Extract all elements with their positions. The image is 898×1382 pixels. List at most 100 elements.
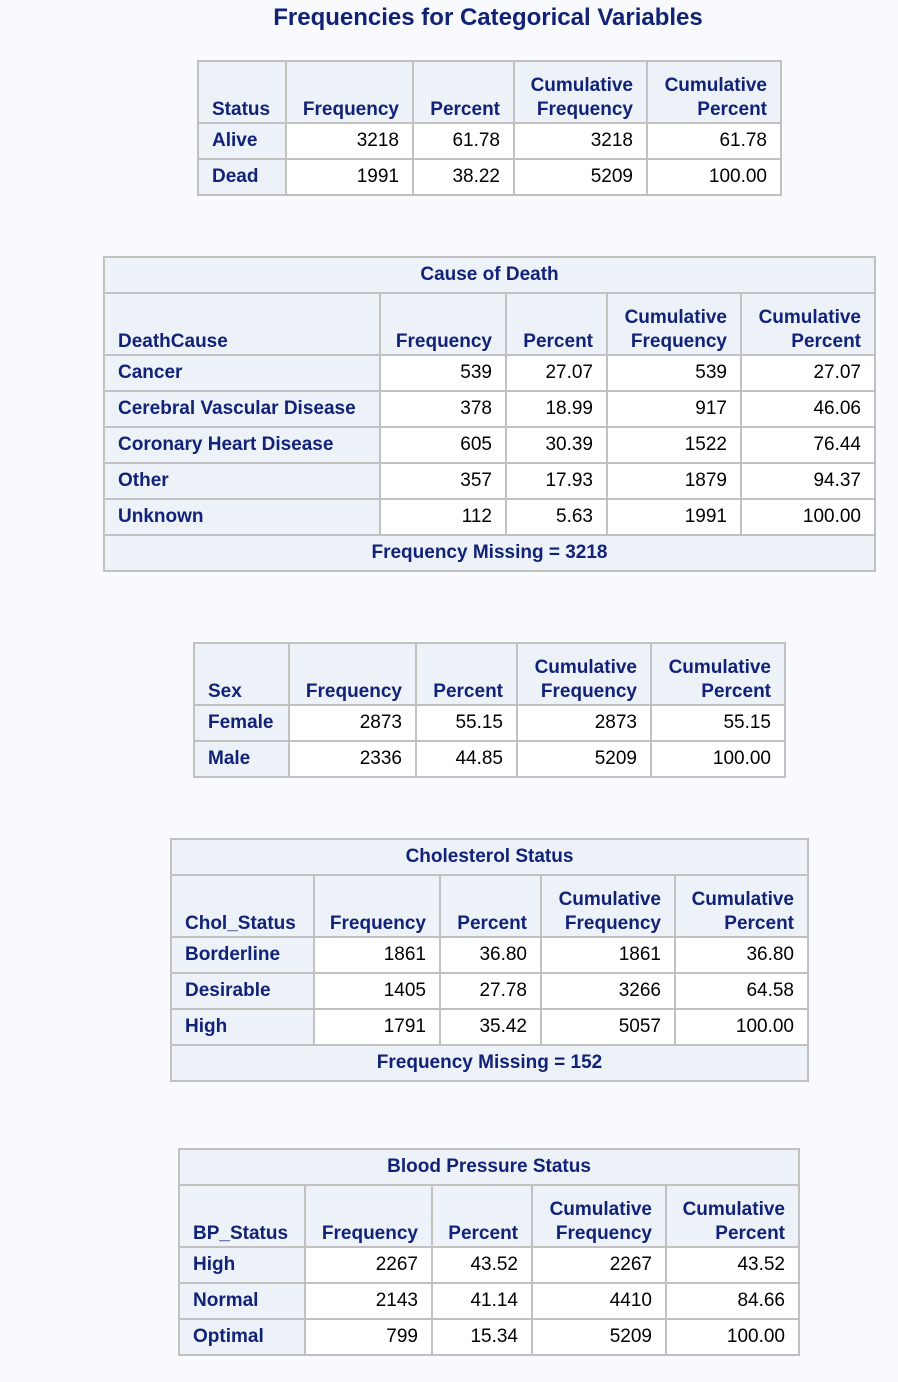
cell-freq: 799 (304, 1318, 433, 1356)
cell-cumfreq: 1861 (540, 936, 676, 974)
table-row: Normal 2143 41.14 4410 84.66 (178, 1282, 800, 1320)
cell-cumpct: 100.00 (650, 740, 786, 778)
cell-freq: 605 (379, 426, 507, 464)
table-row: High 2267 43.52 2267 43.52 (178, 1246, 800, 1284)
row-label: Desirable (170, 972, 315, 1010)
row-label: Optimal (178, 1318, 306, 1356)
page-title: Frequencies for Categorical Variables (273, 4, 703, 31)
column-header-cumfreq: Cumulative Frequency (531, 1184, 667, 1248)
freq-table-deathcause: Cause of Death DeathCause Frequency Percent… (103, 256, 876, 572)
cell-pct: 18.99 (505, 390, 608, 428)
cell-freq: 1991 (285, 158, 414, 196)
column-header-freq: Frequency (313, 874, 441, 938)
cell-cumpct: 64.58 (674, 972, 809, 1010)
row-label: Cerebral Vascular Disease (103, 390, 381, 428)
row-label: Other (103, 462, 381, 500)
row-label: Borderline (170, 936, 315, 974)
cell-cumfreq: 3266 (540, 972, 676, 1010)
table-row: Optimal 799 15.34 5209 100.00 (178, 1318, 800, 1356)
cell-freq: 2143 (304, 1282, 433, 1320)
column-header-cumpct: Cumulative Percent (740, 292, 876, 356)
row-label: Cancer (103, 354, 381, 392)
column-header-pct: Percent (505, 292, 608, 356)
cell-cumpct: 100.00 (674, 1008, 809, 1046)
column-header-freq: Frequency (379, 292, 507, 356)
row-label: Dead (197, 158, 287, 196)
cell-cumfreq: 5209 (531, 1318, 667, 1356)
cell-cumfreq: 4410 (531, 1282, 667, 1320)
variable-header: Status (197, 60, 287, 124)
column-header-cumfreq: Cumulative Frequency (516, 642, 652, 706)
cell-pct: 30.39 (505, 426, 608, 464)
cell-cumfreq: 5209 (513, 158, 648, 196)
header-row: Status Frequency Percent Cumulative Frequenc… (197, 60, 782, 124)
cell-pct: 41.14 (431, 1282, 533, 1320)
table-row: Coronary Heart Disease 605 30.39 1522 76.44 (103, 426, 876, 464)
cell-pct: 27.78 (439, 972, 542, 1010)
column-header-pct: Percent (415, 642, 518, 706)
column-header-pct: Percent (431, 1184, 533, 1248)
cell-cumfreq: 2873 (516, 704, 652, 742)
cell-pct: 17.93 (505, 462, 608, 500)
cell-pct: 27.07 (505, 354, 608, 392)
row-label: Male (193, 740, 290, 778)
cell-freq: 539 (379, 354, 507, 392)
cell-pct: 5.63 (505, 498, 608, 536)
table-row: Female 2873 55.15 2873 55.15 (193, 704, 786, 742)
column-header-freq: Frequency (304, 1184, 433, 1248)
cell-cumfreq: 1991 (606, 498, 742, 536)
table-row: Dead 1991 38.22 5209 100.00 (197, 158, 782, 196)
cell-cumpct: 94.37 (740, 462, 876, 500)
column-header-freq: Frequency (285, 60, 414, 124)
cell-pct: 35.42 (439, 1008, 542, 1046)
cell-cumpct: 43.52 (665, 1246, 800, 1284)
cell-pct: 44.85 (415, 740, 518, 778)
header-row: DeathCause Frequency Percent Cumulative Freq… (103, 292, 876, 356)
cell-freq: 1861 (313, 936, 441, 974)
cell-pct: 38.22 (412, 158, 515, 196)
cell-cumpct: 55.15 (650, 704, 786, 742)
column-header-cumfreq: Cumulative Frequency (606, 292, 742, 356)
column-header-cumfreq: Cumulative Frequency (540, 874, 676, 938)
cell-pct: 61.78 (412, 122, 515, 160)
cell-cumpct: 46.06 (740, 390, 876, 428)
row-label: Female (193, 704, 290, 742)
column-header-cumpct: Cumulative Percent (665, 1184, 800, 1248)
cell-cumfreq: 917 (606, 390, 742, 428)
table-caption: Cholesterol Status (170, 838, 809, 876)
row-label: Alive (197, 122, 287, 160)
cell-cumpct: 100.00 (646, 158, 782, 196)
row-label: Normal (178, 1282, 306, 1320)
cell-cumpct: 100.00 (665, 1318, 800, 1356)
table-caption: Cause of Death (103, 256, 876, 294)
cell-cumfreq: 3218 (513, 122, 648, 160)
table-row: Alive 3218 61.78 3218 61.78 (197, 122, 782, 160)
column-header-cumpct: Cumulative Percent (650, 642, 786, 706)
cell-pct: 43.52 (431, 1246, 533, 1284)
freq-table-status: Status Frequency Percent Cumulative Frequenc… (197, 60, 782, 196)
table-caption: Blood Pressure Status (178, 1148, 800, 1186)
cell-cumfreq: 5209 (516, 740, 652, 778)
frequency-missing-footer: Frequency Missing = 3218 (103, 534, 876, 572)
variable-header: Sex (193, 642, 290, 706)
cell-pct: 15.34 (431, 1318, 533, 1356)
table-row: Cancer 539 27.07 539 27.07 (103, 354, 876, 392)
freq-table-bp: Blood Pressure Status BP_Status Frequency P… (178, 1148, 800, 1356)
frequency-missing-footer: Frequency Missing = 152 (170, 1044, 809, 1082)
cell-freq: 357 (379, 462, 507, 500)
table-row: Other 357 17.93 1879 94.37 (103, 462, 876, 500)
table-row: Borderline 1861 36.80 1861 36.80 (170, 936, 809, 974)
cell-freq: 378 (379, 390, 507, 428)
column-header-cumfreq: Cumulative Frequency (513, 60, 648, 124)
cell-freq: 1791 (313, 1008, 441, 1046)
header-row: Chol_Status Frequency Percent Cumulative Fre… (170, 874, 809, 938)
table-row: Unknown 112 5.63 1991 100.00 (103, 498, 876, 536)
cell-pct: 55.15 (415, 704, 518, 742)
cell-cumfreq: 2267 (531, 1246, 667, 1284)
row-label: Unknown (103, 498, 381, 536)
freq-table-sex: Sex Frequency Percent Cumulative Frequency Cu… (193, 642, 786, 778)
table-row: Cerebral Vascular Disease 378 18.99 917 46.0… (103, 390, 876, 428)
freq-table-chol: Cholesterol Status Chol_Status Frequency Pe… (170, 838, 809, 1082)
row-label: High (178, 1246, 306, 1284)
cell-cumpct: 84.66 (665, 1282, 800, 1320)
